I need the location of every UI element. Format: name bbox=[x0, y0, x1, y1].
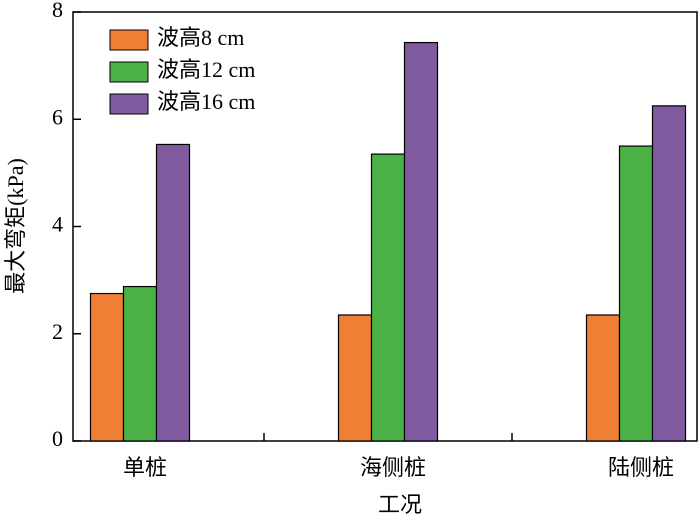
x-tick-label: 陆侧桩 bbox=[608, 455, 674, 480]
legend-label: 波高8 cm bbox=[157, 25, 244, 50]
legend-swatch bbox=[109, 29, 149, 51]
bar bbox=[370, 153, 406, 442]
y-tick-label: 6 bbox=[52, 104, 63, 129]
bar bbox=[155, 143, 191, 442]
x-tick-label: 单桩 bbox=[123, 455, 167, 480]
y-tick-label: 4 bbox=[52, 212, 63, 237]
bar bbox=[585, 314, 621, 442]
y-axis-label: 最大弯矩(kPa) bbox=[3, 158, 28, 294]
y-tick-label: 0 bbox=[52, 426, 63, 451]
x-axis-label: 工况 bbox=[378, 492, 422, 517]
bar bbox=[122, 285, 158, 442]
x-tick-label: 海侧桩 bbox=[360, 455, 426, 480]
legend-label: 波高12 cm bbox=[157, 57, 255, 82]
bar bbox=[651, 105, 687, 442]
legend-swatch bbox=[109, 61, 149, 83]
bar bbox=[403, 41, 439, 442]
legend-label: 波高16 cm bbox=[157, 89, 255, 114]
bar bbox=[89, 292, 125, 442]
y-tick-label: 8 bbox=[52, 0, 63, 22]
y-tick-label: 2 bbox=[52, 319, 63, 344]
bar bbox=[618, 145, 654, 442]
legend-swatch bbox=[109, 93, 149, 115]
bar bbox=[337, 314, 373, 442]
